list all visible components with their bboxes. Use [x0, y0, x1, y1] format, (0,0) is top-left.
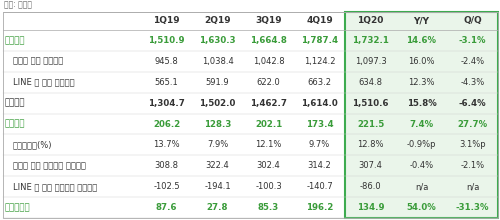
Text: 1,304.7: 1,304.7 [148, 99, 185, 108]
FancyBboxPatch shape [345, 12, 498, 218]
Text: 13.7%: 13.7% [153, 140, 180, 149]
Text: Q/Q: Q/Q [463, 16, 482, 26]
Text: 87.6: 87.6 [156, 203, 177, 212]
Text: 16.0%: 16.0% [408, 57, 435, 66]
Text: 9.7%: 9.7% [309, 140, 330, 149]
Text: -86.0: -86.0 [360, 182, 382, 191]
Text: -140.7: -140.7 [306, 182, 333, 191]
Text: -102.5: -102.5 [153, 182, 180, 191]
Text: 591.9: 591.9 [206, 78, 230, 87]
Text: 1,510.9: 1,510.9 [148, 36, 185, 45]
Text: 1,510.6: 1,510.6 [352, 99, 389, 108]
Text: 134.9: 134.9 [357, 203, 384, 212]
Text: 302.4: 302.4 [256, 161, 280, 170]
Text: 1,038.4: 1,038.4 [202, 57, 234, 66]
Text: 영업비용: 영업비용 [5, 99, 25, 108]
Text: 1,630.3: 1,630.3 [199, 36, 236, 45]
Text: 7.4%: 7.4% [410, 119, 434, 128]
Text: 네이버 주요 사업부문 영업이익: 네이버 주요 사업부문 영업이익 [13, 161, 86, 170]
Text: 12.3%: 12.3% [408, 78, 435, 87]
Text: 영업이익률(%): 영업이익률(%) [13, 140, 52, 149]
Text: -0.4%: -0.4% [410, 161, 434, 170]
Text: 202.1: 202.1 [255, 119, 282, 128]
Text: -3.1%: -3.1% [459, 36, 486, 45]
Text: 1,502.0: 1,502.0 [200, 99, 235, 108]
Text: 85.3: 85.3 [258, 203, 279, 212]
Text: 단위: 십억원: 단위: 십억원 [4, 0, 32, 9]
Text: -31.3%: -31.3% [456, 203, 489, 212]
Text: 54.0%: 54.0% [406, 203, 436, 212]
Text: 622.0: 622.0 [256, 78, 280, 87]
Text: -4.3%: -4.3% [460, 78, 484, 87]
Text: 307.4: 307.4 [358, 161, 382, 170]
Text: 12.8%: 12.8% [357, 140, 384, 149]
Text: 영업수익: 영업수익 [5, 36, 25, 45]
Text: 196.2: 196.2 [306, 203, 333, 212]
Text: -2.4%: -2.4% [460, 57, 484, 66]
Text: 565.1: 565.1 [154, 78, 178, 87]
Text: 945.8: 945.8 [154, 57, 178, 66]
Text: 14.6%: 14.6% [406, 36, 436, 45]
Text: 1,097.3: 1,097.3 [354, 57, 386, 66]
Text: 314.2: 314.2 [308, 161, 332, 170]
Text: 1,042.8: 1,042.8 [252, 57, 284, 66]
Text: -194.1: -194.1 [204, 182, 231, 191]
Text: 영업이익: 영업이익 [5, 119, 25, 128]
Text: 322.4: 322.4 [206, 161, 230, 170]
Text: 27.7%: 27.7% [458, 119, 488, 128]
Text: Y/Y: Y/Y [414, 16, 430, 26]
Text: 12.1%: 12.1% [256, 140, 281, 149]
Text: 1Q19: 1Q19 [153, 16, 180, 26]
Text: 27.8: 27.8 [207, 203, 228, 212]
Text: 221.5: 221.5 [357, 119, 384, 128]
Text: -2.1%: -2.1% [460, 161, 484, 170]
Text: 당기순이익: 당기순이익 [5, 203, 30, 212]
Text: -100.3: -100.3 [255, 182, 282, 191]
Text: 1,124.2: 1,124.2 [304, 57, 335, 66]
Text: 1,614.0: 1,614.0 [301, 99, 338, 108]
Text: 7.9%: 7.9% [207, 140, 228, 149]
Text: n/a: n/a [415, 182, 428, 191]
Text: 2Q19: 2Q19 [204, 16, 231, 26]
Text: 1,787.4: 1,787.4 [301, 36, 338, 45]
Text: 3.1%p: 3.1%p [459, 140, 486, 149]
Text: 1Q20: 1Q20 [358, 16, 384, 26]
Text: -0.9%p: -0.9%p [407, 140, 436, 149]
Text: LINE 및 기타 사업부문: LINE 및 기타 사업부문 [13, 78, 74, 87]
Text: -6.4%: -6.4% [458, 99, 486, 108]
Text: 634.8: 634.8 [358, 78, 382, 87]
Text: 206.2: 206.2 [153, 119, 180, 128]
Text: 15.8%: 15.8% [406, 99, 436, 108]
Text: 308.8: 308.8 [154, 161, 178, 170]
Text: 1,664.8: 1,664.8 [250, 36, 287, 45]
Text: 네이버 주요 사업부문: 네이버 주요 사업부문 [13, 57, 63, 66]
Text: 128.3: 128.3 [204, 119, 231, 128]
Text: n/a: n/a [466, 182, 479, 191]
Text: 663.2: 663.2 [308, 78, 332, 87]
Text: LINE 및 기타 사업부문 영업이익: LINE 및 기타 사업부문 영업이익 [13, 182, 97, 191]
Text: 173.4: 173.4 [306, 119, 334, 128]
Text: 3Q19: 3Q19 [255, 16, 282, 26]
Text: 4Q19: 4Q19 [306, 16, 333, 26]
Text: 1,732.1: 1,732.1 [352, 36, 389, 45]
Text: 1,462.7: 1,462.7 [250, 99, 287, 108]
